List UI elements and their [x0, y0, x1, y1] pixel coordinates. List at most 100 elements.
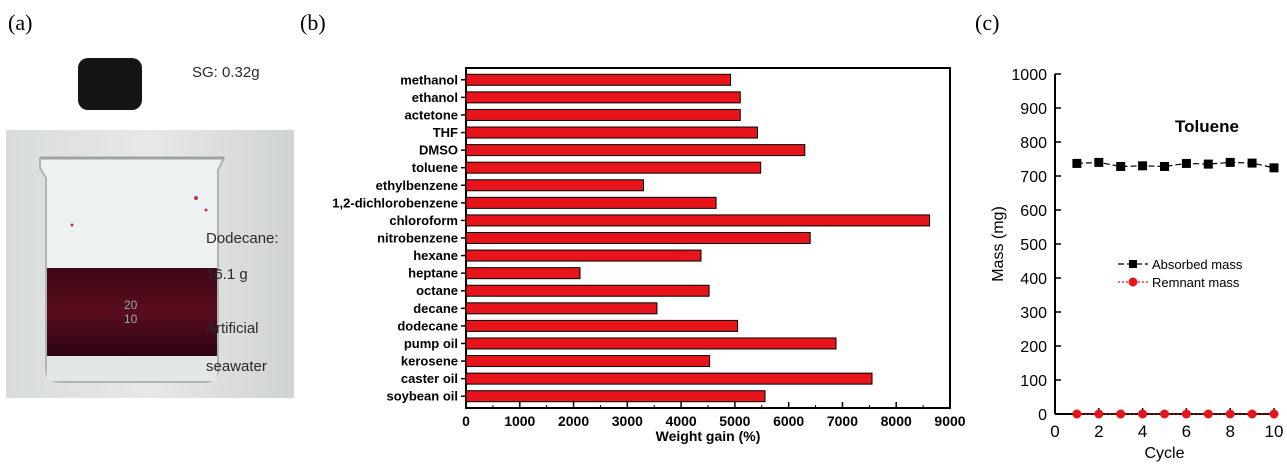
x-axis-title: Weight gain (%)	[656, 428, 761, 444]
category-label: 1,2-dichlorobenzene	[332, 195, 458, 210]
category-label: hexane	[413, 248, 458, 263]
x-tick-label: 3000	[612, 413, 643, 429]
x-tick-label: 10	[1265, 422, 1284, 441]
bar	[465, 249, 702, 262]
legend-marker	[1129, 260, 1137, 268]
category-label: kerosene	[401, 354, 458, 369]
category-label: ethanol	[412, 90, 458, 105]
data-point	[1247, 158, 1257, 168]
y-tick-label: 800	[1020, 135, 1047, 152]
x-axis-title: Cycle	[1144, 445, 1184, 462]
x-tick-label: 2000	[558, 413, 589, 429]
category-label: ethylbenzene	[376, 178, 458, 193]
bar	[465, 73, 732, 86]
bar	[465, 196, 717, 209]
data-point	[1181, 409, 1191, 419]
x-tick-label: 6000	[773, 413, 804, 429]
category-label: DMSO	[419, 143, 458, 158]
sponge-sample	[78, 58, 142, 110]
panel-a-label: (a)	[8, 10, 33, 35]
bar	[465, 126, 758, 139]
x-tick-label: 4	[1138, 422, 1147, 441]
y-tick-label: 700	[1020, 169, 1047, 186]
x-tick-label: 2	[1094, 422, 1103, 441]
data-point	[1094, 157, 1104, 167]
oil-label-line1: Dodecane:	[206, 230, 279, 247]
plot-frame-b	[465, 67, 951, 409]
data-point	[1225, 409, 1235, 419]
data-point	[1072, 158, 1082, 168]
panel-b-label: (b)	[300, 10, 326, 35]
data-point	[1138, 161, 1148, 171]
x-tick-label: 1000	[504, 413, 535, 429]
y-tick-label: 300	[1020, 305, 1047, 322]
y-axis-title: Mass (mg)	[990, 206, 1007, 282]
water-layer	[47, 356, 217, 381]
category-label: toluene	[412, 160, 458, 175]
y-tick-label: 1000	[1011, 67, 1047, 84]
water-label-line2: seawater	[206, 358, 267, 375]
x-tick-label: 4000	[666, 413, 697, 429]
y-tick-label: 500	[1020, 237, 1047, 254]
bar	[465, 284, 710, 297]
data-point	[1269, 409, 1279, 419]
category-label: methanol	[400, 72, 458, 87]
data-point	[1160, 161, 1169, 171]
oil-label-line2: 16.1 g	[206, 266, 248, 283]
category-label: chloroform	[389, 213, 458, 228]
chart-title: Toluene	[1175, 117, 1239, 136]
category-label: soybean oil	[386, 389, 458, 404]
legend-label: Absorbed mass	[1152, 257, 1243, 272]
data-point	[1160, 409, 1169, 419]
y-tick-label: 900	[1020, 101, 1047, 118]
y-tick-label: 400	[1020, 271, 1047, 288]
x-tick-label: 6	[1182, 422, 1191, 441]
oil-layer	[47, 268, 217, 356]
x-tick-label: 7000	[827, 413, 858, 429]
x-tick-label: 9000	[934, 413, 965, 429]
category-label: heptane	[408, 266, 458, 281]
bar	[465, 302, 658, 315]
category-label: pump oil	[404, 336, 458, 351]
category-label: actetone	[405, 107, 458, 122]
series-line	[1076, 161, 1275, 169]
data-point	[1181, 158, 1191, 168]
category-label: octane	[416, 283, 458, 298]
category-label: caster oil	[401, 371, 458, 386]
bar	[465, 372, 873, 385]
bar	[465, 267, 581, 280]
legend-label: Remnant mass	[1152, 275, 1240, 290]
bar	[465, 214, 931, 227]
data-point	[1072, 409, 1082, 419]
data-point	[1247, 409, 1257, 419]
x-tick-label: 8000	[881, 413, 912, 429]
bar	[465, 108, 741, 121]
water-label-line1: Artificial	[206, 320, 259, 337]
x-tick-label: 8	[1225, 422, 1234, 441]
category-label: dodecane	[397, 318, 458, 333]
bar	[465, 144, 806, 157]
bar	[465, 355, 711, 368]
data-point	[1203, 159, 1213, 169]
beaker-mark-10: 10	[124, 312, 138, 326]
panel-c-label: (c)	[975, 10, 1000, 35]
data-point	[1116, 161, 1126, 171]
y-tick-label: 200	[1020, 339, 1047, 356]
bar	[465, 161, 762, 174]
data-point	[1269, 163, 1279, 173]
bar	[465, 337, 837, 350]
y-tick-label: 100	[1020, 373, 1047, 390]
bar	[465, 91, 741, 104]
x-tick-label: 0	[462, 413, 470, 429]
photo-panel: SG: 0.32g Dodecane: 16.1 g Artificial se…	[6, 50, 294, 398]
x-tick-label: 0	[1050, 422, 1059, 441]
data-point	[1094, 409, 1104, 419]
sample-mass-label: SG: 0.32g	[192, 64, 260, 81]
bar	[465, 179, 644, 192]
category-label: decane	[413, 301, 458, 316]
bar	[465, 319, 739, 332]
x-tick-label: 5000	[719, 413, 750, 429]
category-label: THF	[433, 125, 458, 140]
data-point	[1116, 409, 1126, 419]
legend-marker	[1128, 277, 1138, 287]
